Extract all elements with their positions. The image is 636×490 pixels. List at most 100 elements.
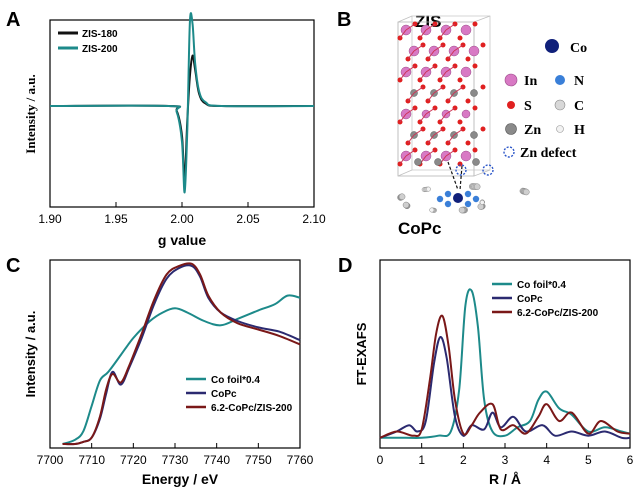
- panel-c-x-label: Energy / eV: [142, 471, 219, 487]
- bond: [433, 44, 444, 52]
- copc-atom: [473, 183, 481, 190]
- copc-atom: [458, 206, 466, 214]
- s-atom: [472, 147, 478, 153]
- bond: [407, 50, 415, 60]
- panel-b: B ZIS CoPc In S Zn: [337, 9, 587, 238]
- s-atom: [480, 126, 486, 132]
- in-atom: [468, 45, 480, 57]
- legend-co-atom-icon: [545, 39, 559, 53]
- bond: [405, 149, 416, 157]
- panel-d: D 0 1 2 3 4 5 6 FT-EXAFS R / Å Co foil*0.4 CoP…: [338, 255, 634, 487]
- legend-label-co-foil: Co foil*0.4: [517, 280, 566, 291]
- bond: [447, 134, 455, 144]
- legend-n-atom-icon: [555, 75, 565, 85]
- bond: [419, 113, 427, 123]
- in-atom: [461, 109, 471, 119]
- panel-d-x-label: R / Å: [489, 471, 521, 487]
- panel-d-x-ticks: 0 1 2 3 4 5 6: [377, 443, 634, 467]
- copc-atom: [429, 207, 435, 213]
- x-tick-label: 4: [543, 453, 550, 467]
- x-tick-label: 3: [502, 453, 509, 467]
- bond: [425, 107, 436, 115]
- zn-atom: [470, 131, 478, 139]
- bond: [445, 107, 456, 115]
- series-line-2: [379, 336, 631, 440]
- x-tick-label: 1.90: [38, 212, 62, 226]
- legend-zn-defect-icon: [503, 146, 515, 158]
- unit-cell-edge: [473, 15, 491, 23]
- bond: [425, 149, 436, 157]
- s-atom: [457, 35, 463, 41]
- n-atom: [464, 200, 472, 208]
- legend-label-copc-zis: 6.2-CoPc/ZIS-200: [517, 308, 599, 319]
- unit-cell-edge: [397, 15, 413, 23]
- x-tick-label: 5: [585, 453, 592, 467]
- n-atom: [444, 200, 452, 208]
- copc-atom: [402, 201, 410, 209]
- copc-atom: [479, 199, 485, 205]
- s-atom: [457, 161, 463, 167]
- panel-c-y-label: Intensity / a.u.: [23, 311, 38, 398]
- bond: [407, 134, 415, 144]
- bond: [413, 86, 424, 94]
- copc-label: CoPc: [398, 219, 441, 238]
- series-line-2: [49, 12, 315, 194]
- series-line-2: [62, 264, 301, 446]
- bond: [433, 86, 444, 94]
- s-atom: [465, 140, 471, 146]
- s-atom: [465, 98, 471, 104]
- x-tick-label: 2.10: [302, 212, 326, 226]
- n-atom: [444, 190, 452, 198]
- copc-molecule: [397, 183, 530, 214]
- bond: [399, 113, 407, 123]
- zis-crystal-structure: [397, 15, 494, 191]
- legend-label-n: N: [574, 74, 584, 89]
- s-atom: [457, 77, 463, 83]
- co-atom: [453, 193, 463, 203]
- series-line-1: [49, 54, 315, 182]
- x-tick-label: 0: [377, 453, 384, 467]
- in-atom: [460, 66, 472, 78]
- legend-label-copc: CoPc: [211, 389, 237, 400]
- legend-label-co: Co: [570, 41, 587, 56]
- legend-h-atom-icon: [556, 125, 564, 133]
- x-tick-label: 7750: [245, 453, 272, 467]
- x-tick-label: 7760: [287, 453, 314, 467]
- panel-a-legend: ZIS-180 ZIS-200: [58, 29, 118, 55]
- bond: [445, 65, 456, 73]
- bond: [399, 155, 407, 165]
- in-atom: [460, 150, 472, 162]
- panel-b-legend: In S Zn Zn defect Co N C H: [503, 39, 587, 161]
- legend-label-h: H: [574, 123, 585, 138]
- legend-label-zis-180: ZIS-180: [82, 29, 118, 40]
- bond: [407, 92, 415, 102]
- panel-c: C 7700 7710 7720 7730 7740 7750 7760 Intensity…: [6, 255, 314, 487]
- panel-a-x-ticks: 1.90 1.95 2.00 2.05 2.10: [38, 202, 326, 226]
- bond: [427, 50, 435, 60]
- legend-label-zis-200: ZIS-200: [82, 44, 118, 55]
- bond: [425, 65, 436, 73]
- bond: [445, 149, 456, 157]
- legend-label-copc-zis: 6.2-CoPc/ZIS-200: [211, 403, 293, 414]
- x-tick-label: 7730: [162, 453, 189, 467]
- bond: [405, 107, 416, 115]
- bond: [419, 29, 427, 39]
- panel-a: A 1.90 1.95 2.00 2.05 2.10 Intensity / a.u. …: [6, 9, 326, 248]
- n-atom: [472, 195, 480, 203]
- zn-atom: [470, 89, 478, 97]
- x-tick-label: 7700: [37, 453, 64, 467]
- panel-c-x-ticks: 7700 7710 7720 7730 7740 7750 7760: [37, 443, 314, 467]
- panel-d-letter: D: [338, 255, 352, 277]
- panel-b-letter: B: [337, 9, 351, 31]
- bond: [427, 92, 435, 102]
- bond: [439, 29, 447, 39]
- bond: [413, 44, 424, 52]
- panel-c-plot: [62, 262, 301, 446]
- zn-atom: [434, 158, 442, 166]
- x-tick-label: 1.95: [104, 212, 128, 226]
- panel-a-x-label: g value: [158, 232, 206, 248]
- bond: [419, 71, 427, 81]
- x-tick-label: 2.05: [236, 212, 260, 226]
